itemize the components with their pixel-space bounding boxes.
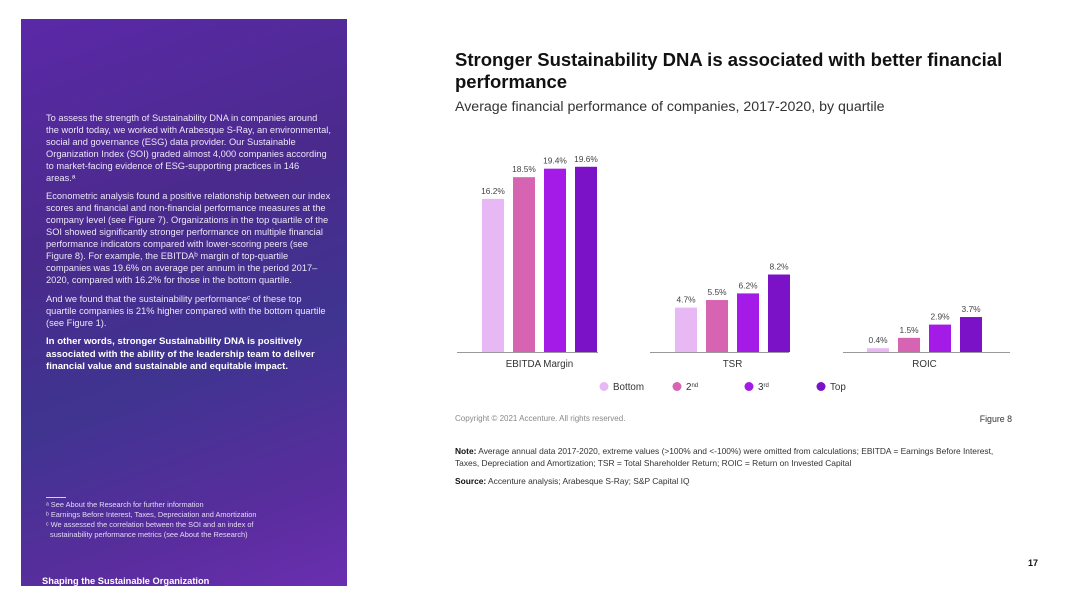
x-tick-label: ROIC xyxy=(912,359,937,370)
bar xyxy=(513,177,535,352)
source: Source: Accenture analysis; Arabesque S-… xyxy=(455,476,689,486)
legend-label: 3rd xyxy=(758,382,769,393)
legend-label: 2nd xyxy=(686,382,698,393)
copyright: Copyright © 2021 Accenture. All rights r… xyxy=(455,414,626,423)
bar xyxy=(482,198,504,352)
bar xyxy=(960,317,982,352)
bar-value-label: 6.2% xyxy=(738,280,758,290)
footnote: ᶜ We assessed the correlation between th… xyxy=(46,520,254,529)
sidebar-paragraph: And we found that the sustainability per… xyxy=(46,293,326,328)
bar xyxy=(675,307,697,352)
bar-value-label: 3.7% xyxy=(961,304,981,314)
x-tick-label: EBITDA Margin xyxy=(506,359,574,370)
bar-value-label: 8.2% xyxy=(769,262,789,272)
sidebar-panel: To assess the strength of Sustainability… xyxy=(21,19,347,586)
note-text: Average annual data 2017-2020, extreme v… xyxy=(455,446,994,468)
figure-label: Figure 8 xyxy=(979,414,1012,424)
x-tick-label: TSR xyxy=(723,359,743,370)
bar-value-label: 0.4% xyxy=(868,335,888,345)
bar-value-label: 19.4% xyxy=(543,156,567,166)
legend-marker xyxy=(816,382,826,391)
sidebar-paragraph: To assess the strength of Sustainability… xyxy=(46,113,331,183)
footnotes: ᵃ See About the Research for further inf… xyxy=(46,500,326,540)
bar xyxy=(544,168,566,352)
section-label: Shaping the Sustainable Organization xyxy=(42,576,210,586)
bar xyxy=(898,337,920,352)
bar-value-label: 16.2% xyxy=(481,186,505,196)
note-label: Note: xyxy=(455,446,477,456)
chart-subtitle: Average financial performance of compani… xyxy=(455,99,885,115)
sidebar-body: To assess the strength of Sustainability… xyxy=(46,113,331,380)
chart-title: Stronger Sustainability DNA is associate… xyxy=(455,49,1003,92)
bar xyxy=(706,300,728,352)
footnote: ᵇ Earnings Before Interest, Taxes, Depre… xyxy=(46,510,257,519)
source-text: Accenture analysis; Arabesque S-Ray; S&P… xyxy=(486,476,690,486)
legend-label: Bottom xyxy=(613,382,644,393)
page-number: 17 xyxy=(1027,558,1038,568)
legend-marker xyxy=(672,382,682,391)
legend-marker xyxy=(599,382,609,391)
bar-value-label: 1.5% xyxy=(899,325,919,335)
legend-marker xyxy=(744,382,754,391)
bar-value-label: 2.9% xyxy=(930,312,950,322)
bar-value-label: 18.5% xyxy=(512,164,536,174)
bar-value-label: 4.7% xyxy=(676,295,696,305)
bar xyxy=(575,166,597,352)
bar-chart: 16.2% 18.5% 19.4% 19.6% EBITDA Margin 4.7% 5.5… xyxy=(457,154,1010,393)
footnote: sustainability performance metrics (see … xyxy=(50,530,248,539)
bar-value-label: 19.6% xyxy=(574,154,598,164)
sidebar-bold-paragraph: In other words, stronger Sustainability … xyxy=(46,336,315,372)
sidebar-paragraph: Econometric analysis found a positive re… xyxy=(46,191,331,285)
note: Note: Average annual data 2017-2020, ext… xyxy=(455,446,1015,470)
legend-label: Top xyxy=(830,382,846,393)
footnote-divider xyxy=(46,497,66,498)
bar xyxy=(768,274,790,352)
bar-value-label: 5.5% xyxy=(707,287,727,297)
footnote: ᵃ See About the Research for further inf… xyxy=(46,500,204,509)
source-label: Source: xyxy=(455,476,487,486)
bar xyxy=(929,324,951,352)
bar xyxy=(737,293,759,352)
bar xyxy=(867,348,889,352)
